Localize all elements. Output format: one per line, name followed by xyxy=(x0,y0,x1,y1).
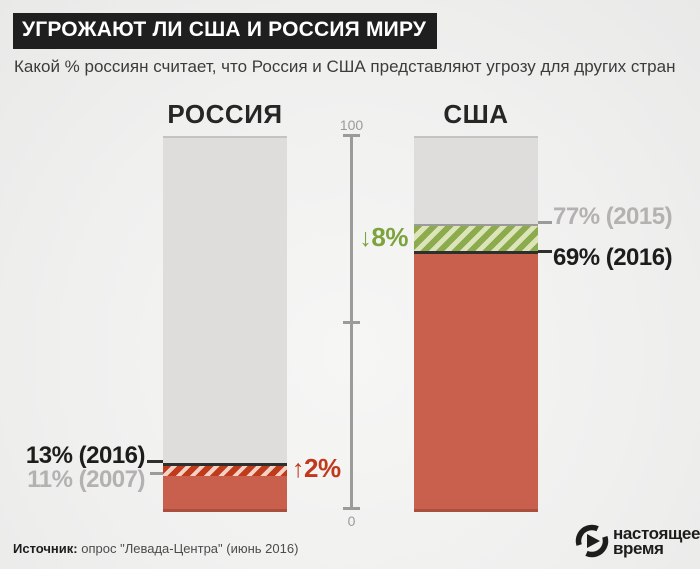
russia-connector-2007 xyxy=(150,472,163,476)
y-axis-label-100: 100 xyxy=(339,117,364,133)
y-axis-tick-100 xyxy=(343,134,360,137)
russia-connector-2016 xyxy=(147,460,163,464)
arrow-up-icon: ↑ xyxy=(292,454,305,483)
source-text: опрос "Левада-Центра" (июнь 2016) xyxy=(77,541,299,556)
bar-russia xyxy=(163,136,287,512)
russia-change-value: 2% xyxy=(304,452,341,483)
usa-connector-2015 xyxy=(538,221,552,225)
play-circle-icon xyxy=(575,524,609,558)
page-subtitle: Какой % россиян считает, что Россия и СШ… xyxy=(14,57,676,76)
usa-change-value: 8% xyxy=(371,221,408,252)
arrow-down-icon: ↓ xyxy=(359,223,372,252)
y-axis-tick-0 xyxy=(343,507,360,510)
russia-value-label-2007: 11% (2007) xyxy=(27,466,145,494)
russia-change-badge: ↑2% xyxy=(292,452,341,483)
source-label: Источник: xyxy=(13,541,78,556)
channel-logo: настоящее время xyxy=(574,523,700,559)
usa-connector-2016 xyxy=(538,249,552,253)
usa-value-label-2015: 77% (2015) xyxy=(553,203,673,231)
source-note: Источник: опрос "Левада-Центра" (июнь 20… xyxy=(13,541,298,556)
column-header-usa: США xyxy=(443,99,509,129)
bar-russia-solid-segment xyxy=(163,476,287,512)
column-header-russia: РОССИЯ xyxy=(167,99,283,129)
bar-usa-hatch-segment xyxy=(414,224,538,254)
logo-line-1: настоящее xyxy=(613,524,700,543)
usa-value-label-2016: 69% (2016) xyxy=(553,243,673,271)
y-axis-label-0: 0 xyxy=(347,513,356,529)
usa-change-badge: ↓8% xyxy=(340,221,408,252)
bar-usa xyxy=(414,136,538,512)
bar-russia-hatch-segment xyxy=(163,463,287,477)
page-title: УГРОЖАЮТ ЛИ США И РОССИЯ МИРУ xyxy=(13,13,438,49)
y-axis-tick-50 xyxy=(343,321,360,324)
logo-text: настоящее время xyxy=(613,524,700,558)
bar-usa-solid-segment xyxy=(414,253,538,512)
russia-value-label-2016: 13% (2016) xyxy=(25,442,146,470)
logo-line-2: время xyxy=(613,539,664,558)
